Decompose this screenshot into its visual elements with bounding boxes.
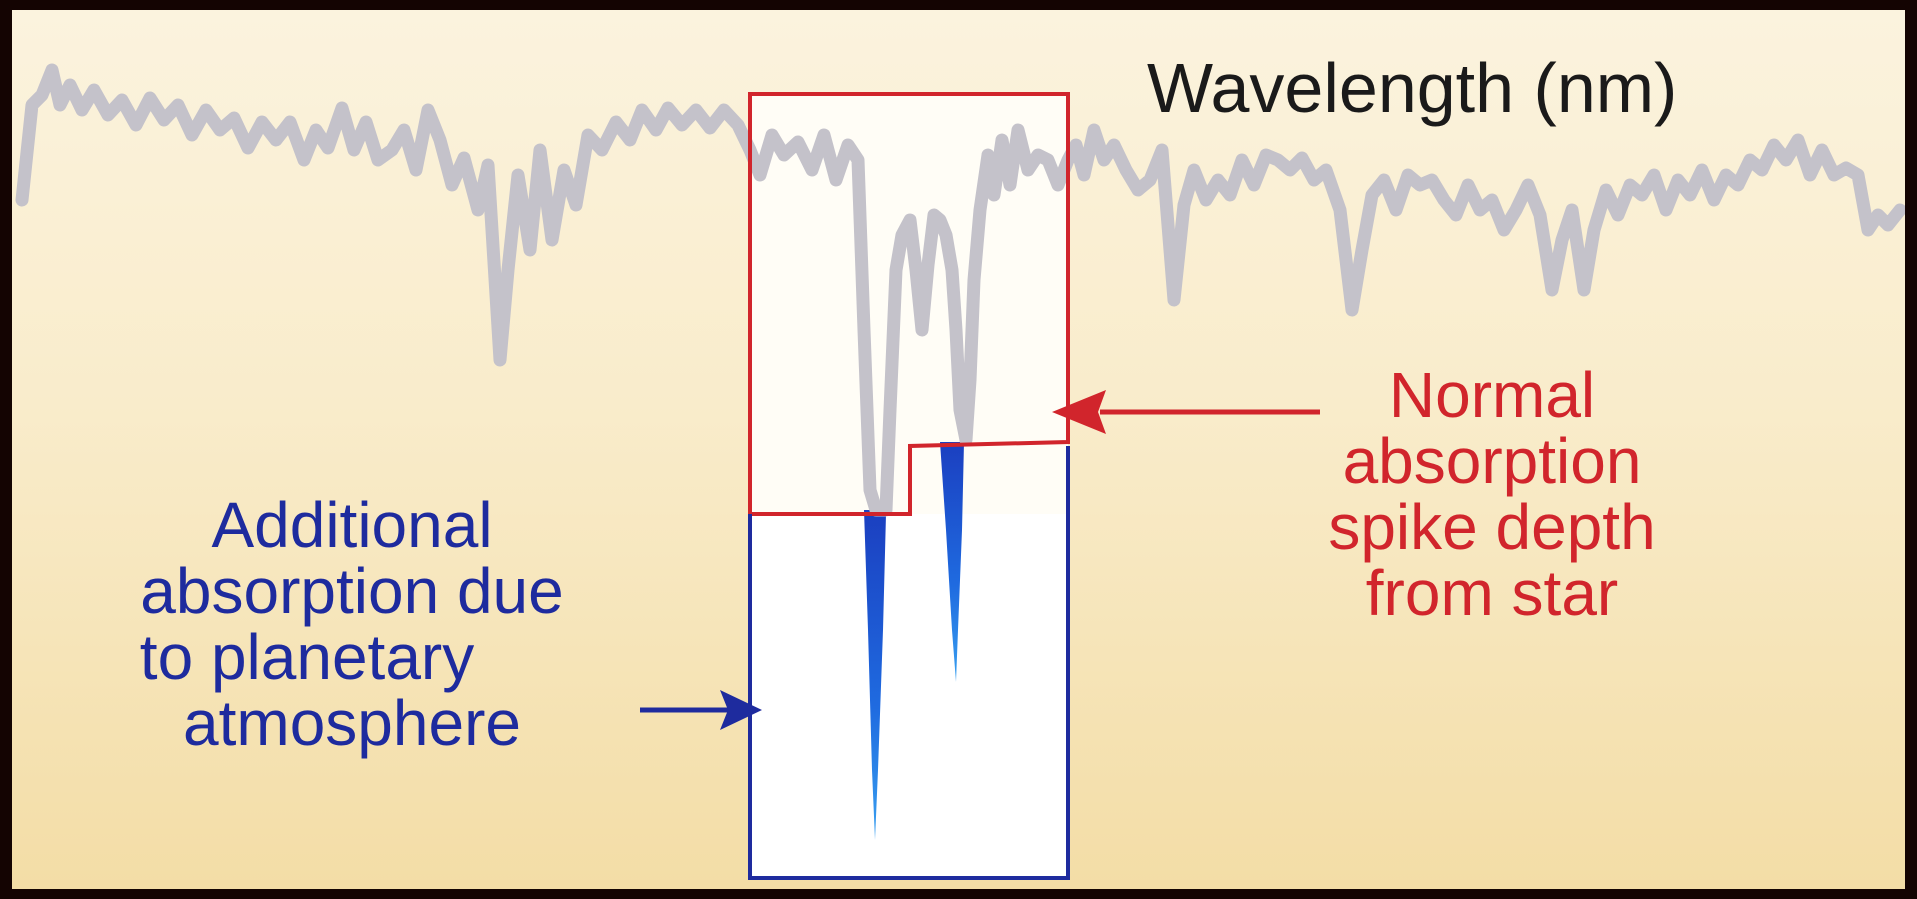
additional-absorption-label-line-3: to planetary [139,621,475,693]
additional-absorption-arrow-head [720,690,762,730]
wavelength-axis-label: Wavelength (nm) [1147,49,1678,127]
spectrum-diagram [15,63,1905,880]
normal-absorption-label-line-4: from star [1365,557,1619,629]
stellar-spectrum-line [15,63,1905,517]
additional-absorption-label-line-4: atmosphere [183,687,521,759]
additional-absorption-label-line-1: Additional [211,489,493,561]
additional-absorption-label-line-2: absorption due [140,555,564,627]
additional-absorption-label: Additional absorption due to planetary a… [52,492,652,756]
additional-absorption-box [748,446,1070,880]
normal-absorption-arrow-head [1052,390,1106,434]
normal-absorption-label-line-1: Normal [1388,359,1596,431]
additional-absorption-box-fill [750,514,1068,878]
planet-absorption-spike-1 [864,510,886,840]
planet-absorption-spike-2 [940,442,964,682]
diagram-panel: Wavelength (nm) Normal absorption spike … [12,10,1905,889]
normal-absorption-label-line-2: absorption [1342,425,1642,497]
normal-absorption-label-line-3: spike depth [1328,491,1656,563]
normal-absorption-label: Normal absorption spike depth from star [1232,362,1752,626]
